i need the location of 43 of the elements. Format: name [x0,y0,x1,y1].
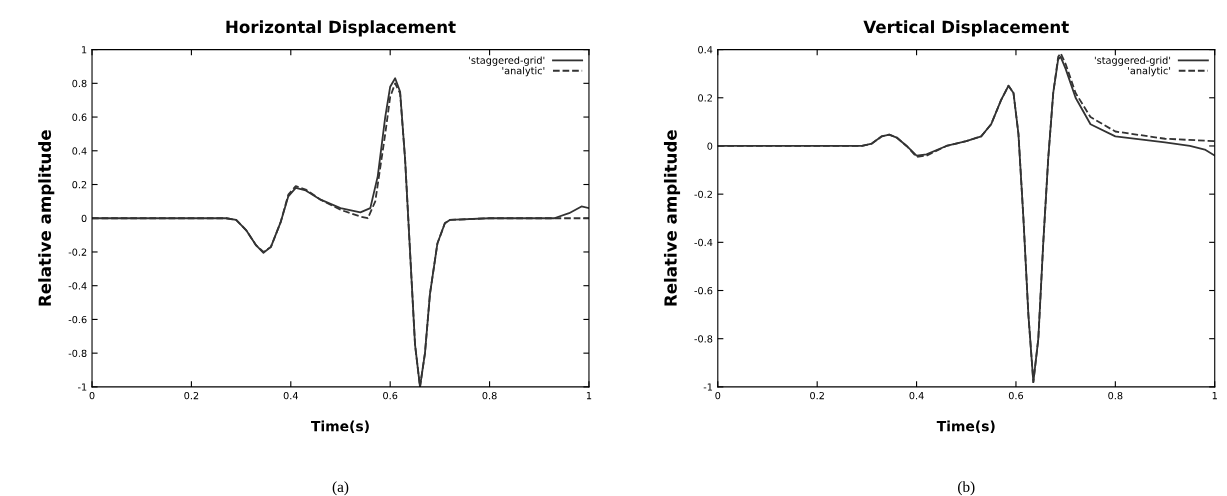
y-tick-label: 0.2 [698,94,712,102]
y-tick-label: -0.4 [694,238,713,247]
x-tick-label: 0.2 [184,391,199,400]
x-tick-label: 0.8 [1108,391,1123,400]
legend-label: 'analytic' [1128,66,1171,77]
y-tick-label: 0.6 [72,113,87,121]
chart-title: Horizontal Displacement [226,20,456,37]
y-tick-label: 0.8 [72,79,87,88]
y-tick-label: 0.2 [72,180,87,189]
x-tick-label: 0.2 [810,391,824,400]
x-tick-label: 0.8 [482,391,497,400]
chart-title: Vertical Displacement [863,20,1069,37]
y-tick-label: -0.6 [694,286,713,295]
x-axis-title: Time(s) [936,420,995,433]
x-tick-label: 0 [89,391,95,400]
legend-label: 'staggered-grid' [469,56,545,66]
y-tick-label: 0 [81,214,87,223]
y-tick-label: -0.8 [694,335,713,343]
y-axis-title: Relative amplitude [38,130,55,306]
y-tick-label: 0.4 [72,147,87,155]
text: (a) [332,481,349,496]
legend-label: 'analytic' [502,66,545,77]
y-tick-label: 1 [82,46,87,54]
legend-label: 'staggered-grid' [1094,56,1171,66]
y-tick-label: -0.4 [68,282,87,290]
x-tick-label: 0.6 [383,391,398,400]
x-tick-label: 0.6 [1008,391,1024,400]
y-tick-label: -0.2 [68,248,87,256]
x-tick-label: 0 [715,391,721,400]
y-tick-label: -0.2 [694,190,712,198]
y-tick-label: 0.4 [698,46,713,54]
x-tick-label: 1 [1212,392,1217,400]
x-tick-label: 0.4 [909,391,924,400]
x-tick-label: 1 [586,392,592,400]
x-tick-label: 0.4 [283,391,298,400]
x-axis-title: Time(s) [311,420,369,433]
y-tick-label: -0.6 [68,315,87,324]
y-axis-title: Relative amplitude [663,130,681,306]
text: (b) [958,481,975,496]
y-tick-label: -1 [77,383,87,391]
y-tick-label: 0 [707,142,713,150]
y-tick-label: -0.8 [68,349,87,357]
y-tick-label: -1 [703,383,713,391]
